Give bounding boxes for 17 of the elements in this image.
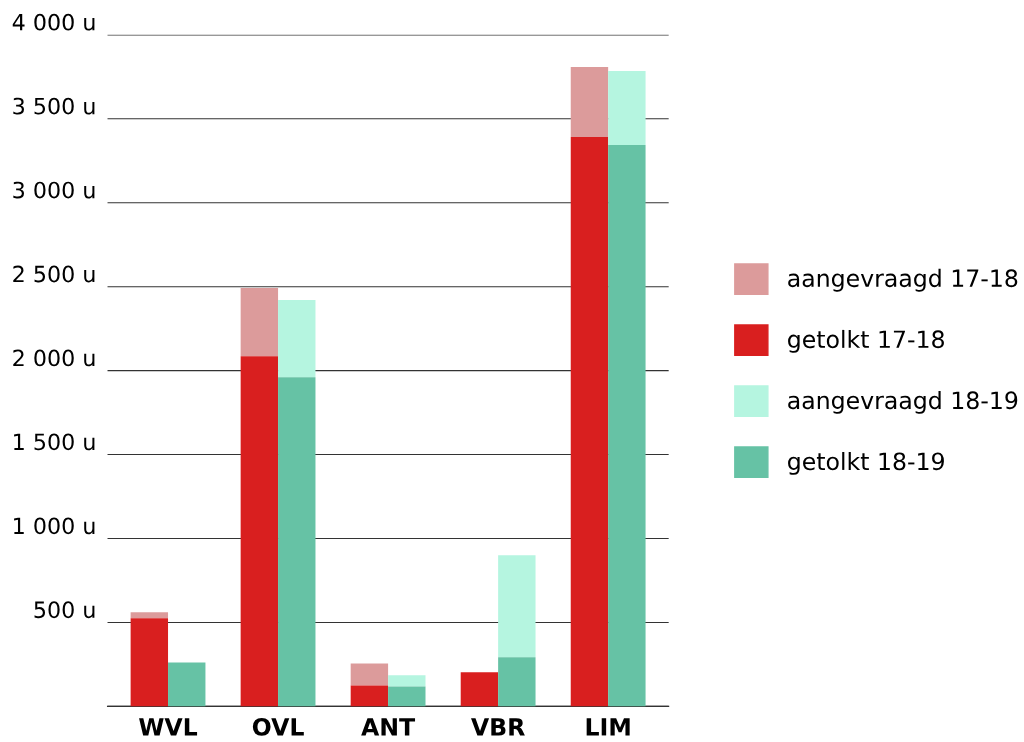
legend-label: getolkt 17-18 [788, 329, 944, 353]
legend-label: aangevraagd 17-18 [788, 268, 1018, 292]
x-tick-label: OVL [252, 717, 304, 736]
x-tick-label: ANT [361, 718, 416, 736]
x-tick-label: VBR [471, 718, 525, 736]
x-tick-label: LIM [586, 718, 630, 736]
y-tick-label: 3 500 u [13, 97, 95, 115]
legend-label: aangevraagd 18-19 [788, 390, 1018, 414]
y-tick-label: 2 500 u [13, 265, 95, 283]
y-tick-label: 1 000 u [14, 517, 95, 535]
y-tick-label: 2 000 u [13, 349, 95, 367]
y-tick-label: 500 u [34, 601, 95, 619]
legend-label: getolkt 18-19 [788, 451, 944, 475]
y-tick-label: 3 000 u [13, 181, 95, 199]
y-tick-label: 4 000 u [12, 13, 95, 31]
y-tick-label: 1 500 u [14, 433, 95, 451]
x-tick-label: WVL [139, 718, 198, 736]
